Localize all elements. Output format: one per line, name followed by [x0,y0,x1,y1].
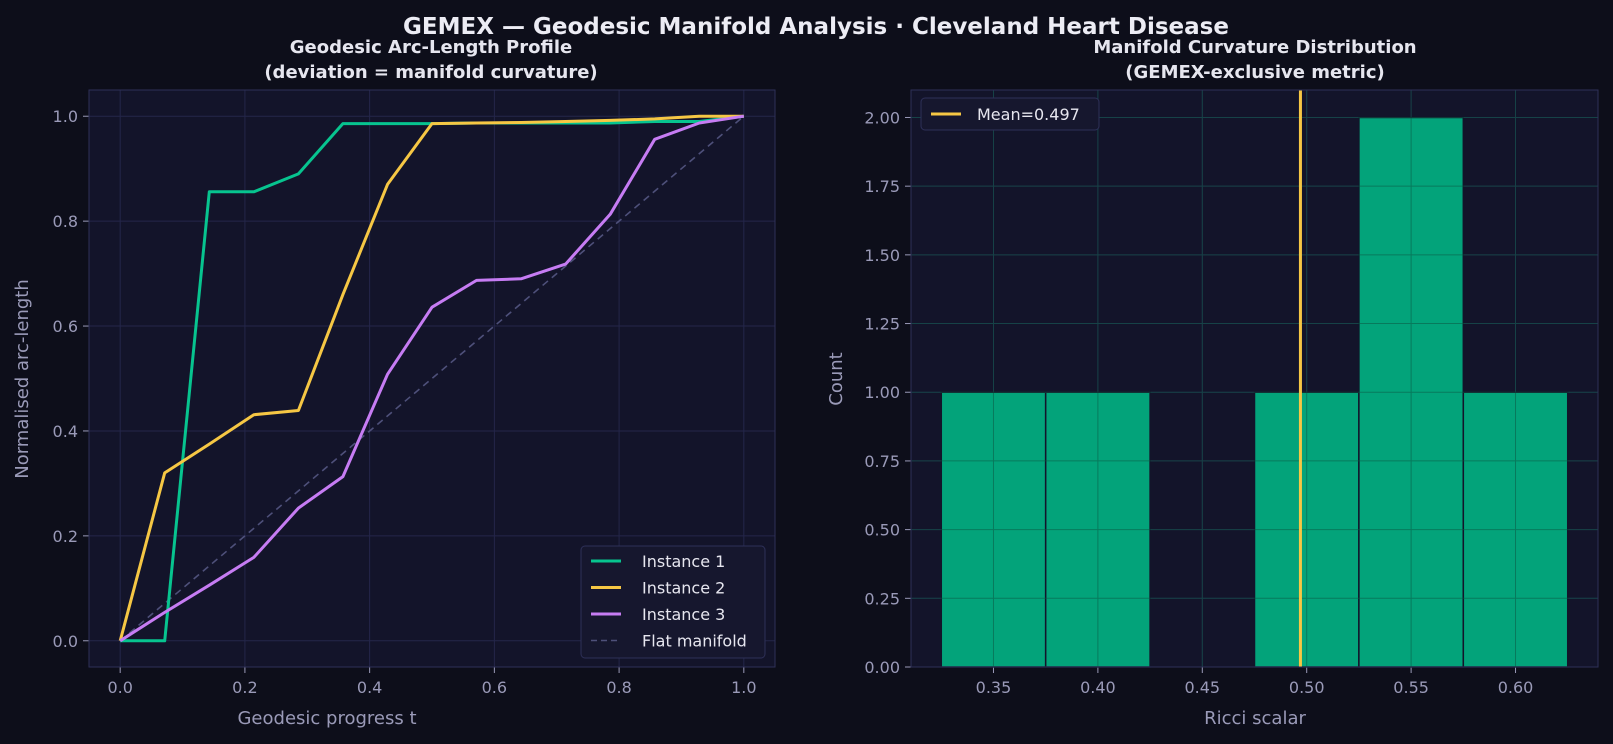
arc-length-xtick-label: 0.2 [232,678,257,697]
arc-length-title-line1: Geodesic Arc-Length Profile [290,37,572,58]
legend-label-instance-2: Instance 2 [642,579,725,598]
arc-length-xtick-label: 0.6 [482,678,507,697]
arc-length-ytick-label: 1.0 [53,107,78,126]
curvature-xtick-label: 0.35 [976,678,1012,697]
curvature-axes: 0.35 0.40 0.45 0.50 0.55 0.60 0.00 0.25 0.50 0.75… [864,89,1599,697]
arc-length-frame [88,89,776,668]
arc-length-panel: 0.0 0.2 0.4 0.6 0.8 1.0 0.0 0.2 0.4 0.6 0.8 1.0 Inst… [12,37,776,729]
legend-label-instance-3: Instance 3 [642,605,725,624]
curvature-ytick-label: 0.25 [864,589,900,608]
arc-length-axes: 0.0 0.2 0.4 0.6 0.8 1.0 0.0 0.2 0.4 0.6 0.8 1.0 Inst… [53,89,776,697]
curvature-ylabel: Count [826,352,847,405]
arc-length-xtick-label: 0.8 [606,678,631,697]
arc-length-xtick-label: 0.0 [107,678,132,697]
curvature-xlabel: Ricci scalar [1204,708,1306,729]
arc-length-title-line2: (deviation = manifold curvature) [264,62,597,83]
curvature-xtick-label: 0.60 [1498,678,1534,697]
curvature-legend-box [920,97,1100,131]
curvature-ytick-label: 1.50 [864,246,900,265]
curvature-title-line1: Manifold Curvature Distribution [1093,37,1416,58]
curvature-xtick-label: 0.45 [1184,678,1220,697]
arc-length-ytick-label: 0.8 [53,212,78,231]
legend-label-flat-manifold: Flat manifold [642,632,747,651]
series-line-instance-3 [119,114,745,643]
arc-length-ytick-label: 0.2 [53,527,78,546]
legend-label-instance-1: Instance 1 [642,552,725,571]
arc-length-ylabel: Normalised arc-length [12,279,33,479]
curvature-xtick-label: 0.40 [1080,678,1116,697]
arc-length-legend-box [580,545,766,659]
curvature-frame [910,89,1599,668]
curvature-panel: 0.35 0.40 0.45 0.50 0.55 0.60 0.00 0.25 0.50 0.75… [826,37,1599,729]
series-line-flat-manifold [119,115,745,642]
figure-suptitle: GEMEX — Geodesic Manifold Analysis · Cle… [403,14,1229,40]
curvature-ytick-label: 1.00 [864,383,900,402]
curvature-ytick-label: 0.50 [864,521,900,540]
series-line-instance-2 [118,114,744,642]
arc-length-ytick-label: 0.6 [53,317,78,336]
curvature-ytick-label: 1.25 [864,315,900,334]
curvature-xtick-label: 0.50 [1289,678,1325,697]
curvature-ytick-label: 1.75 [864,177,900,196]
arc-length-legend: Instance 1 Instance 2 Instance 3 Flat manif… [580,545,766,659]
curvature-legend: Mean=0.497 [920,97,1100,131]
curvature-ytick-label: 0.75 [864,452,900,471]
curvature-ytick-label: 2.00 [864,108,900,127]
arc-length-xtick-label: 0.4 [357,678,382,697]
arc-length-xlabel: Geodesic progress t [237,708,416,729]
curvature-title-line2: (GEMEX-exclusive metric) [1125,62,1384,83]
arc-length-ytick-label: 0.4 [53,422,78,441]
legend-label-mean: Mean=0.497 [977,105,1080,124]
arc-length-xtick-label: 1.0 [731,678,756,697]
curvature-xtick-label: 0.55 [1393,678,1429,697]
arc-length-ytick-label: 0.0 [53,632,78,651]
curvature-ytick-label: 0.00 [864,658,900,677]
